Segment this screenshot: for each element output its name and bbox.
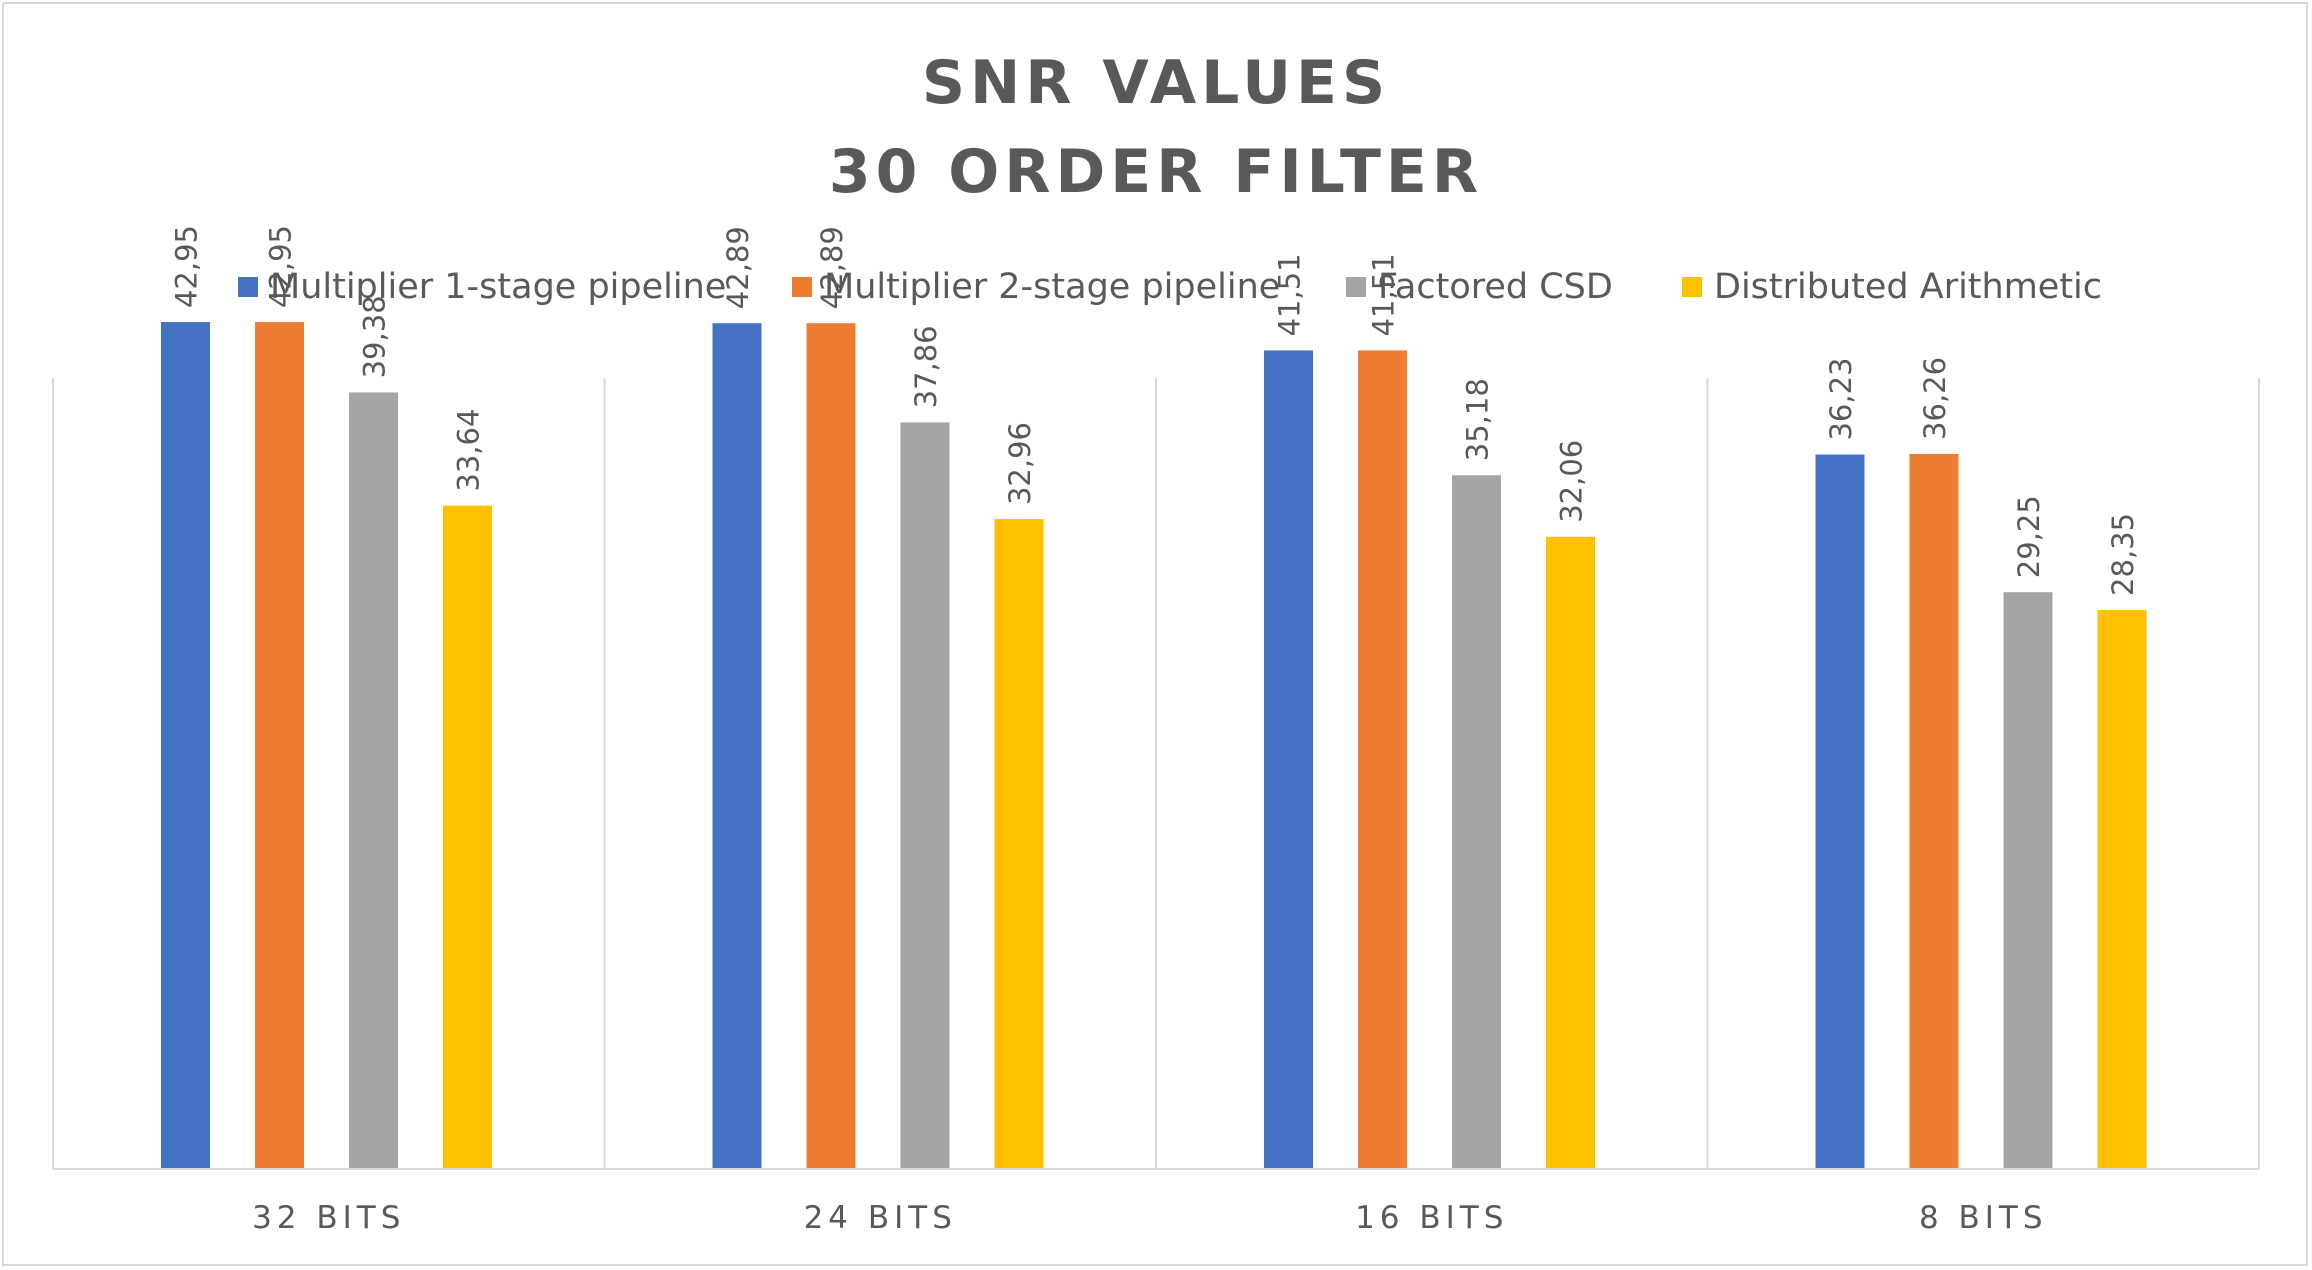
- bar: [994, 519, 1044, 1169]
- data-label: 42,95: [264, 225, 298, 308]
- legend-label: Multiplier 2-stage pipeline: [824, 267, 1281, 307]
- data-label: 36,23: [1824, 358, 1858, 441]
- legend-swatch: [238, 277, 258, 297]
- bar: [712, 323, 762, 1169]
- legend-item-multiplier-2-stage: Multiplier 2-stage pipeline: [792, 262, 1280, 312]
- bar: [1909, 453, 1959, 1170]
- data-label: 28,35: [2106, 513, 2140, 596]
- data-label: 32,96: [1003, 422, 1037, 505]
- bar: [1452, 475, 1501, 1170]
- chart-title-line-1: SNR VALUES: [921, 48, 1391, 118]
- bar: [806, 323, 856, 1169]
- legend-label: Multiplier 1-stage pipeline: [270, 267, 727, 307]
- data-label: 37,86: [909, 325, 943, 408]
- chart-title-line-2: 30 ORDER FILTER: [828, 137, 1484, 207]
- data-label: 29,25: [2012, 495, 2046, 578]
- bar: [900, 422, 950, 1170]
- legend-label: Factored CSD: [1378, 267, 1613, 307]
- data-label: 41,51: [1367, 253, 1401, 336]
- data-label: 39,38: [358, 295, 392, 378]
- data-label: 32,06: [1555, 440, 1589, 523]
- data-label: 35,18: [1461, 378, 1495, 461]
- data-label: 36,26: [1918, 357, 1952, 440]
- legend-swatch: [1346, 277, 1366, 297]
- bar: [255, 322, 304, 1169]
- bar: [349, 392, 398, 1169]
- bar: [1264, 350, 1313, 1169]
- x-tick-label: 32 BITS: [252, 1200, 405, 1236]
- bar: [1815, 454, 1865, 1169]
- x-tick-label: 8 BITS: [1919, 1200, 2048, 1236]
- legend-swatch: [792, 277, 812, 297]
- bar: [443, 505, 492, 1169]
- x-tick-label: 24 BITS: [804, 1200, 957, 1236]
- legend-item-distributed-arithmetic: Distributed Arithmetic: [1682, 262, 2102, 312]
- legend-swatch: [1682, 277, 1702, 297]
- data-label: 41,51: [1273, 253, 1307, 336]
- bar: [1358, 350, 1407, 1169]
- legend-item-multiplier-1-stage: Multiplier 1-stage pipeline: [238, 262, 726, 312]
- bar: [2003, 592, 2053, 1169]
- data-label: 42,89: [815, 226, 849, 309]
- legend-label: Distributed Arithmetic: [1714, 267, 2103, 307]
- data-label: 42,89: [721, 226, 755, 309]
- x-tick-label: 16 BITS: [1355, 1200, 1508, 1236]
- data-label: 33,64: [452, 409, 486, 492]
- data-label: 42,95: [170, 225, 204, 308]
- legend-item-factored-csd: Factored CSD: [1346, 262, 1613, 312]
- bar: [2097, 609, 2147, 1169]
- bar: [161, 322, 210, 1169]
- bar: [1546, 536, 1595, 1169]
- chart-legend: Multiplier 1-stage pipeline Multiplier 2…: [0, 262, 2312, 312]
